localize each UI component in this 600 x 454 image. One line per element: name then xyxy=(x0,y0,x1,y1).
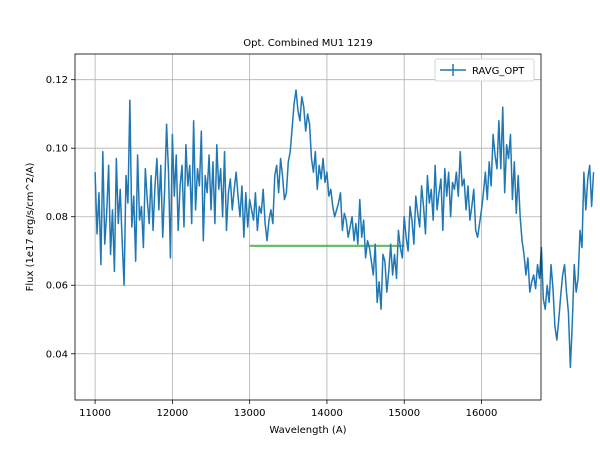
x-tick-label: 12000 xyxy=(156,408,188,419)
legend-label-ravg-opt: RAVG_OPT xyxy=(472,66,525,77)
y-tick-label: 0.04 xyxy=(46,349,68,360)
legend-box xyxy=(434,58,535,82)
legend: RAVG_OPT xyxy=(434,58,535,82)
y-tick-label: 0.12 xyxy=(46,75,68,86)
plot-frame xyxy=(74,53,542,401)
x-axis-ticks: 11000 12000 13000 14000 15000 16000 xyxy=(79,400,497,419)
x-tick-label: 15000 xyxy=(388,408,420,419)
x-tick-label: 14000 xyxy=(311,408,343,419)
chart-title: Opt. Combined MU1 1219 xyxy=(243,38,372,49)
x-tick-label: 13000 xyxy=(234,408,266,419)
x-tick-label: 11000 xyxy=(79,408,111,419)
y-axis-ticks: 0.04 0.06 0.08 0.10 0.12 xyxy=(46,75,75,360)
series-layer xyxy=(94,89,595,369)
x-axis-label: Wavelength (A) xyxy=(269,425,346,436)
y-tick-label: 0.08 xyxy=(46,212,68,223)
y-tick-label: 0.06 xyxy=(46,281,68,292)
y-tick-label: 0.10 xyxy=(46,144,68,155)
grid xyxy=(75,54,541,400)
x-tick-label: 16000 xyxy=(466,408,498,419)
y-axis-label: Flux (1e17 erg/s/cm^2/A) xyxy=(25,163,36,292)
series-line-ravg-opt xyxy=(94,89,595,369)
